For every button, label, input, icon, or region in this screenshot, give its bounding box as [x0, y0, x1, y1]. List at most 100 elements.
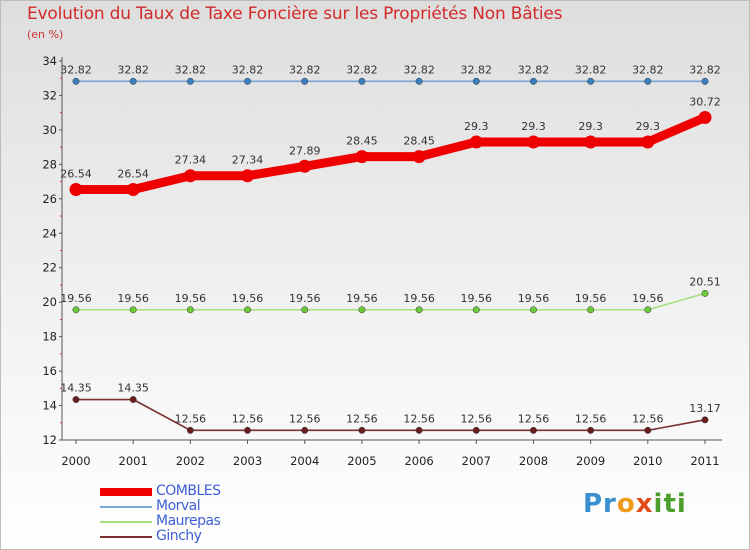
- data-point: [587, 306, 595, 314]
- data-point: [355, 150, 369, 164]
- series-line: [75, 398, 706, 432]
- data-label: 29.3: [521, 120, 546, 133]
- data-label: 32.82: [689, 63, 721, 76]
- y-tick-label: 30: [42, 123, 57, 137]
- data-label: 19.56: [632, 292, 664, 305]
- data-point: [298, 159, 312, 173]
- data-label: 29.3: [464, 120, 489, 133]
- data-point: [244, 306, 251, 314]
- x-tick-label: 2007: [462, 454, 491, 468]
- data-point: [472, 426, 480, 434]
- x-tick-label: 2004: [290, 454, 319, 468]
- data-label: 12.56: [175, 412, 207, 425]
- data-label: 32.82: [575, 63, 607, 76]
- data-point: [641, 135, 655, 149]
- x-tick-label: 2010: [633, 454, 662, 468]
- x-tick-label: 2003: [233, 454, 262, 468]
- y-tick-label: 24: [42, 226, 57, 240]
- data-label: 12.56: [232, 412, 264, 425]
- data-label: 19.56: [60, 292, 92, 305]
- x-tick-label: 2006: [404, 454, 433, 468]
- y-tick-label: 28: [42, 157, 57, 171]
- data-label: 19.56: [518, 292, 550, 305]
- data-point: [698, 111, 712, 125]
- legend-label: Ginchy: [156, 528, 202, 544]
- y-tick-label: 26: [42, 192, 57, 206]
- data-point: [584, 135, 598, 149]
- data-label: 29.3: [578, 120, 603, 133]
- data-point: [72, 396, 80, 403]
- data-label: 32.82: [232, 63, 264, 76]
- data-point: [701, 416, 709, 424]
- y-tick-label: 14: [42, 399, 57, 413]
- x-tick-label: 2002: [176, 454, 205, 468]
- data-label: 32.82: [289, 63, 321, 76]
- data-point: [415, 306, 423, 314]
- data-point: [587, 426, 595, 434]
- data-label: 28.45: [403, 135, 435, 148]
- data-point: [358, 306, 366, 314]
- data-label: 12.56: [289, 412, 321, 425]
- data-point: [72, 77, 80, 85]
- legend-label: Maurepas: [156, 513, 221, 529]
- data-label: 19.56: [232, 292, 264, 305]
- data-label: 19.56: [346, 292, 378, 305]
- data-point: [358, 426, 366, 434]
- data-point: [472, 77, 480, 85]
- legend-label: COMBLES: [156, 483, 221, 499]
- data-label: 32.82: [632, 63, 664, 76]
- data-label: 27.89: [289, 144, 321, 157]
- data-point: [301, 77, 309, 85]
- data-label: 12.56: [632, 412, 664, 425]
- data-point: [701, 289, 709, 297]
- data-label: 12.56: [518, 412, 550, 425]
- data-point: [186, 426, 194, 434]
- data-point: [186, 306, 194, 314]
- legend-swatch: [100, 506, 152, 508]
- data-point: [129, 77, 137, 85]
- data-label: 12.56: [403, 412, 435, 425]
- data-point: [701, 77, 709, 85]
- data-point: [69, 183, 83, 197]
- data-label: 29.3: [636, 120, 661, 133]
- y-tick-label: 32: [42, 88, 57, 102]
- data-label: 19.56: [289, 292, 321, 305]
- logo-letter: iti: [653, 489, 687, 519]
- data-point: [530, 426, 537, 434]
- data-point: [244, 426, 251, 434]
- data-point: [301, 426, 309, 434]
- data-label: 32.82: [346, 63, 378, 76]
- y-tick-label: 20: [42, 295, 57, 309]
- legend-label: Morval: [156, 498, 201, 514]
- data-point: [129, 396, 137, 403]
- data-label: 19.56: [461, 292, 493, 305]
- x-tick-label: 2005: [347, 454, 376, 468]
- data-label: 26.54: [117, 168, 149, 181]
- data-label: 14.35: [60, 382, 92, 395]
- data-point: [358, 77, 366, 85]
- y-unit-label: (en %): [27, 28, 64, 41]
- logo-letter: o: [616, 489, 636, 519]
- data-label: 32.82: [461, 63, 493, 76]
- x-tick-label: 2001: [119, 454, 148, 468]
- data-label: 32.82: [117, 63, 149, 76]
- data-point: [126, 183, 140, 197]
- data-label: 19.56: [117, 292, 149, 305]
- logo-letter: x: [635, 489, 654, 519]
- y-tick-label: 18: [42, 330, 57, 344]
- y-tick-label: 22: [42, 261, 57, 275]
- legend-swatch: [100, 536, 152, 538]
- data-label: 27.34: [232, 154, 264, 167]
- chart-title: Evolution du Taux de Taxe Foncière sur l…: [27, 4, 563, 24]
- data-point: [72, 306, 80, 314]
- series-line: [71, 113, 710, 195]
- data-point: [241, 169, 255, 183]
- data-point: [587, 77, 595, 85]
- data-point: [412, 150, 426, 164]
- y-tick-label: 34: [42, 54, 57, 68]
- data-point: [644, 77, 652, 85]
- data-point: [644, 426, 652, 434]
- proxiti-logo: Proxiti: [583, 489, 687, 519]
- data-point: [415, 426, 423, 434]
